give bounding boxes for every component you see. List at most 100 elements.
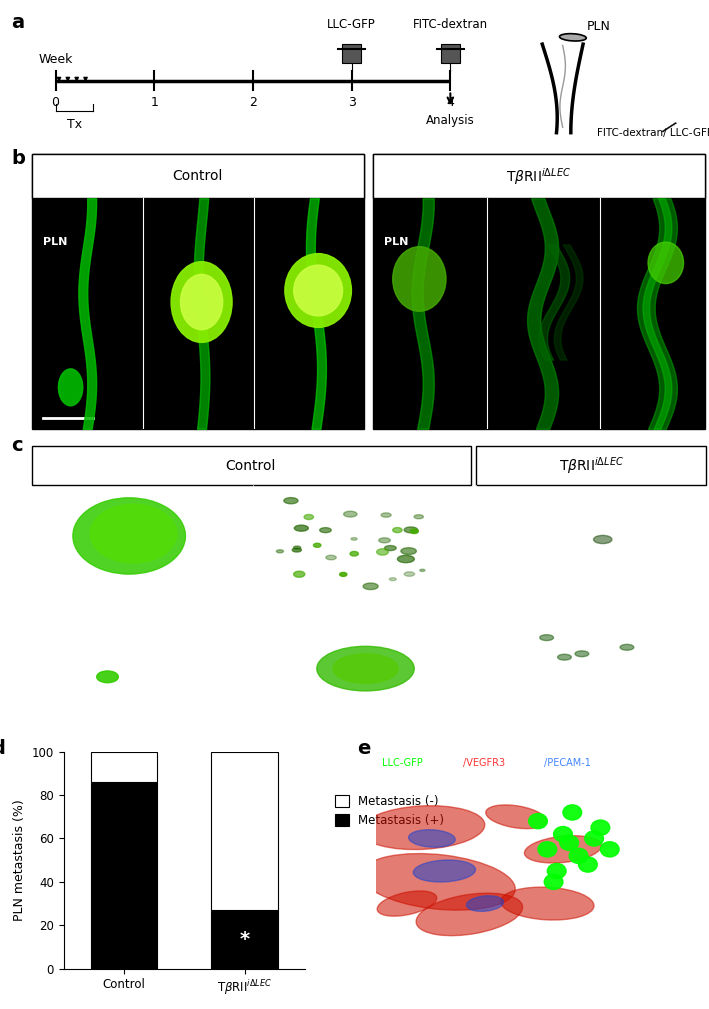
Ellipse shape	[181, 274, 223, 330]
Ellipse shape	[559, 33, 586, 41]
Text: Control: Control	[225, 459, 276, 472]
Ellipse shape	[529, 813, 547, 828]
Bar	[373, 154, 705, 429]
Ellipse shape	[467, 896, 503, 911]
Y-axis label: PLN metastasis (%): PLN metastasis (%)	[13, 799, 26, 921]
Text: c: c	[11, 436, 23, 455]
Text: 0: 0	[52, 96, 60, 109]
Ellipse shape	[401, 548, 416, 555]
Ellipse shape	[294, 265, 342, 316]
Ellipse shape	[344, 512, 357, 517]
Text: Tx: Tx	[67, 118, 82, 131]
Text: PLN: PLN	[43, 496, 64, 507]
Ellipse shape	[360, 806, 485, 850]
Ellipse shape	[413, 860, 476, 882]
Ellipse shape	[73, 497, 186, 574]
Ellipse shape	[292, 548, 301, 552]
Text: LLC-GFP: LLC-GFP	[328, 17, 376, 30]
Text: T$\beta$RII$^{i\Delta LEC}$: T$\beta$RII$^{i\Delta LEC}$	[506, 165, 571, 187]
Text: e: e	[357, 739, 370, 758]
Bar	[211, 910, 278, 969]
Legend: Metastasis (-), Metastasis (+): Metastasis (-), Metastasis (+)	[330, 790, 449, 831]
Ellipse shape	[284, 497, 298, 503]
Ellipse shape	[304, 515, 313, 520]
Ellipse shape	[171, 261, 232, 342]
Bar	[91, 752, 157, 782]
Text: PLN: PLN	[586, 20, 610, 33]
FancyBboxPatch shape	[342, 44, 361, 64]
Ellipse shape	[398, 555, 414, 563]
Ellipse shape	[554, 826, 572, 842]
Ellipse shape	[350, 552, 359, 556]
Ellipse shape	[563, 805, 581, 820]
Bar	[32, 154, 364, 199]
Ellipse shape	[540, 635, 554, 641]
Ellipse shape	[340, 572, 347, 576]
Ellipse shape	[363, 583, 378, 589]
Ellipse shape	[285, 253, 352, 327]
Text: T$\beta$RII$^{i\Delta LEC}$: T$\beta$RII$^{i\Delta LEC}$	[559, 455, 624, 476]
Ellipse shape	[351, 538, 357, 540]
Ellipse shape	[313, 543, 321, 547]
Ellipse shape	[393, 247, 446, 311]
Ellipse shape	[90, 504, 177, 563]
Ellipse shape	[389, 578, 396, 581]
Text: Week: Week	[38, 52, 73, 66]
Ellipse shape	[525, 835, 601, 863]
Ellipse shape	[381, 513, 391, 518]
Text: Control: Control	[173, 170, 223, 184]
Bar	[476, 446, 706, 485]
Ellipse shape	[585, 830, 603, 847]
Ellipse shape	[379, 538, 391, 543]
Bar	[32, 446, 471, 485]
Ellipse shape	[404, 572, 415, 576]
Text: 4: 4	[447, 96, 454, 109]
Text: 3: 3	[347, 96, 356, 109]
Ellipse shape	[408, 829, 455, 848]
Bar	[91, 782, 157, 969]
Ellipse shape	[277, 550, 284, 553]
Ellipse shape	[560, 835, 579, 851]
Ellipse shape	[575, 651, 588, 657]
Ellipse shape	[569, 849, 588, 864]
Text: a: a	[11, 13, 25, 32]
Ellipse shape	[294, 525, 308, 531]
Text: d: d	[0, 739, 6, 758]
Bar	[211, 752, 278, 910]
Ellipse shape	[557, 654, 571, 660]
Text: FITC-dextran: FITC-dextran	[413, 17, 488, 30]
Text: LLC-GFP: LLC-GFP	[382, 758, 423, 768]
Ellipse shape	[361, 854, 515, 910]
Ellipse shape	[579, 857, 597, 872]
Ellipse shape	[377, 891, 437, 916]
Ellipse shape	[620, 645, 634, 650]
Text: PLN: PLN	[384, 237, 408, 247]
Text: 1: 1	[150, 96, 158, 109]
Ellipse shape	[601, 842, 619, 857]
Ellipse shape	[333, 654, 398, 683]
Ellipse shape	[648, 242, 683, 284]
Text: PLN: PLN	[43, 237, 67, 247]
Ellipse shape	[410, 529, 418, 534]
Ellipse shape	[420, 569, 425, 571]
Text: Analysis: Analysis	[426, 114, 475, 126]
Ellipse shape	[376, 549, 389, 555]
Ellipse shape	[294, 571, 305, 577]
Text: *: *	[240, 930, 250, 948]
Ellipse shape	[326, 555, 336, 560]
Text: FITC-dextran/ LLC-GFP: FITC-dextran/ LLC-GFP	[597, 128, 709, 137]
Ellipse shape	[96, 671, 118, 683]
Ellipse shape	[545, 874, 563, 890]
Text: /PECAM-1: /PECAM-1	[545, 758, 591, 768]
Ellipse shape	[416, 893, 523, 935]
Text: b: b	[11, 149, 26, 167]
Ellipse shape	[384, 546, 396, 551]
Ellipse shape	[294, 546, 301, 549]
Ellipse shape	[58, 369, 83, 406]
Bar	[373, 154, 705, 199]
Ellipse shape	[393, 528, 402, 533]
Ellipse shape	[501, 887, 594, 920]
Ellipse shape	[547, 864, 566, 879]
Ellipse shape	[486, 805, 547, 828]
Ellipse shape	[320, 528, 331, 533]
